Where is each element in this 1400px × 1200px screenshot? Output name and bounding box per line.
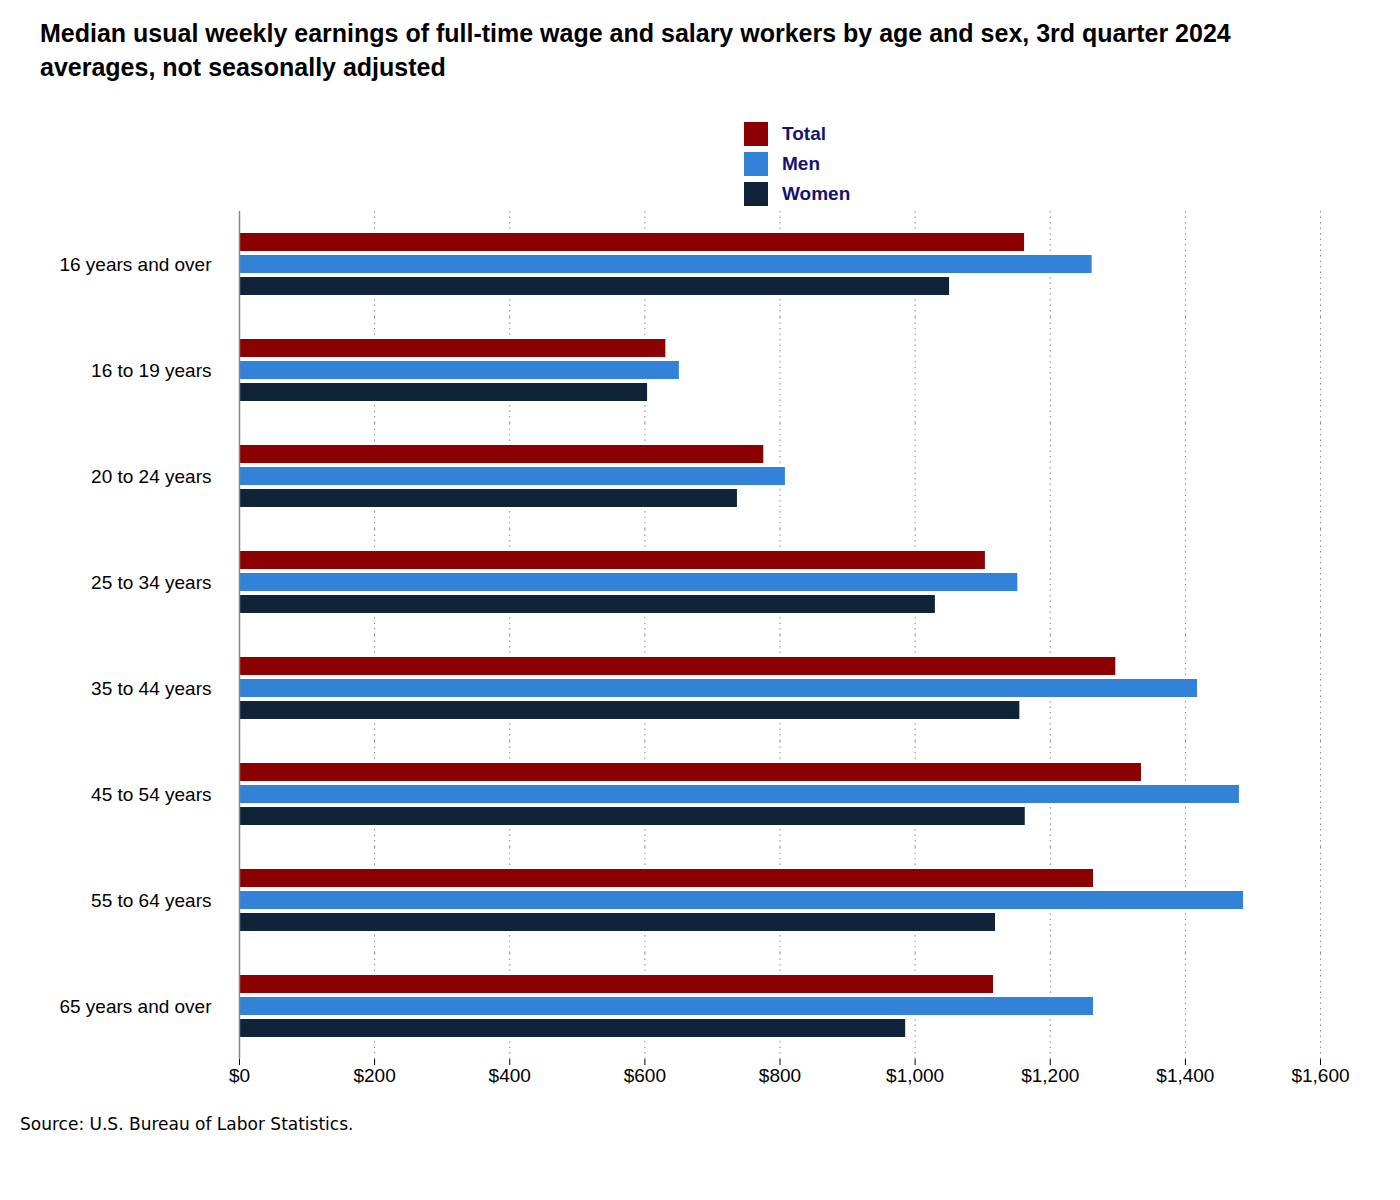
svg-text:$600: $600 [624,1065,666,1086]
svg-text:$1,400: $1,400 [1156,1065,1214,1086]
html-text:Total: Total [782,123,826,144]
svg-text:20 to 24 years: 20 to 24 years [91,466,211,487]
html-text:Source: U.S. Bureau of Labor S: Source: U.S. Bureau of Labor Statistics. [20,1114,354,1134]
svg-text:65 years and over: 65 years and over [59,996,212,1017]
html-text:Median usual weekly earnings o: Median usual weekly earnings of full-tim… [40,19,1231,81]
svg-text:$1,200: $1,200 [1021,1065,1079,1086]
html-text:Women: Women [782,183,851,204]
svg-text:$0: $0 [229,1065,250,1086]
svg-text:$200: $200 [353,1065,395,1086]
svg-text:25 to 34 years: 25 to 34 years [91,572,211,593]
html-text:Men: Men [782,153,820,174]
svg-text:16 to 19 years: 16 to 19 years [91,360,211,381]
svg-text:16 years and over: 16 years and over [59,254,212,275]
svg-text:$1,000: $1,000 [886,1065,944,1086]
svg-text:55 to 64 years: 55 to 64 years [91,890,211,911]
svg-text:$800: $800 [759,1065,801,1086]
svg-text:$400: $400 [489,1065,531,1086]
svg-text:35 to 44 years: 35 to 44 years [91,678,211,699]
svg-text:$1,600: $1,600 [1291,1065,1349,1086]
svg-text:45 to 54 years: 45 to 54 years [91,784,211,805]
